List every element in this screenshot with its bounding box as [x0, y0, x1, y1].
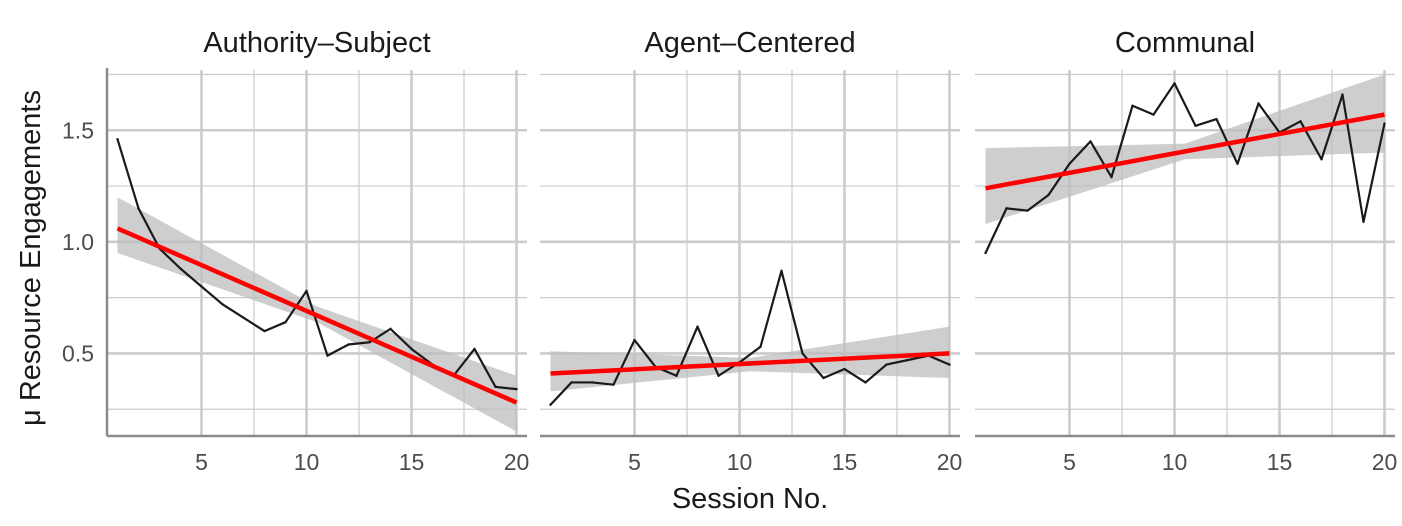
data-point — [1215, 117, 1218, 121]
data-point — [1068, 162, 1071, 165]
x-tick-label: 15 — [832, 449, 858, 475]
confidence-band — [550, 326, 950, 392]
data-point — [242, 316, 245, 319]
x-tick-label: 20 — [1372, 449, 1398, 475]
data-point — [473, 347, 476, 351]
data-point — [1341, 93, 1344, 96]
x-tick-label: 20 — [937, 449, 963, 475]
data-point — [137, 207, 140, 210]
y-axis-title: μ Resource Engagements — [15, 90, 47, 426]
data-point — [570, 381, 573, 384]
data-point — [1005, 207, 1008, 210]
data-point — [326, 354, 329, 357]
data-point — [801, 352, 804, 355]
data-point — [822, 376, 825, 380]
x-tick-label: 5 — [1063, 449, 1076, 475]
data-point — [221, 303, 224, 306]
x-tick-label: 10 — [294, 449, 320, 475]
data-point — [948, 363, 951, 366]
data-point — [1383, 122, 1386, 125]
x-tick-label: 15 — [1267, 449, 1293, 475]
data-point — [347, 343, 350, 346]
x-tick-label: 20 — [504, 449, 530, 475]
data-point — [1173, 82, 1176, 85]
data-point — [1089, 140, 1092, 143]
x-tick-label: 10 — [1162, 449, 1188, 475]
data-point — [179, 267, 182, 270]
series-line — [984, 82, 1386, 254]
data-point — [1131, 104, 1134, 107]
data-point — [1236, 162, 1239, 165]
data-point — [675, 374, 678, 377]
data-point — [549, 403, 552, 406]
series-line — [116, 138, 517, 391]
trend-line — [985, 112, 1385, 191]
data-point — [1320, 158, 1323, 161]
facet-title: Agent–Centered — [644, 27, 855, 59]
data-point — [1362, 220, 1365, 223]
y-tick-label: 1.0 — [62, 229, 94, 255]
facet-panel-3: Communal 5 10 15 20 — [975, 27, 1397, 475]
data-point — [116, 137, 119, 141]
data-point — [780, 269, 783, 273]
data-point — [1299, 120, 1302, 123]
facet-title: Authority–Subject — [203, 27, 430, 59]
series-line — [549, 269, 950, 406]
data-point — [612, 383, 615, 386]
data-point — [843, 367, 846, 371]
data-point — [591, 381, 594, 384]
data-point — [200, 285, 203, 288]
data-point — [1257, 102, 1260, 105]
trend-line — [116, 226, 518, 405]
data-point — [633, 338, 636, 342]
data-point — [906, 358, 909, 362]
data-point — [368, 341, 371, 344]
data-point — [1152, 113, 1155, 116]
data-point — [305, 289, 308, 293]
y-tick-label: 1.5 — [62, 117, 94, 143]
x-axis-title: Session No. — [672, 483, 828, 515]
data-point — [1047, 193, 1050, 197]
data-point — [263, 329, 266, 333]
x-tick-label: 15 — [399, 449, 425, 475]
data-point — [759, 345, 762, 348]
data-point — [389, 327, 392, 331]
data-point — [410, 347, 413, 351]
data-point — [864, 381, 867, 384]
facet-panel-2: Agent–Centered 5 10 15 20 — [540, 27, 962, 475]
data-point — [696, 325, 699, 328]
trend-line — [550, 351, 950, 376]
x-tick-label: 5 — [195, 449, 208, 475]
data-point — [984, 251, 987, 255]
x-tick-label: 5 — [628, 449, 641, 475]
data-point — [515, 387, 518, 391]
data-point — [717, 374, 720, 377]
facet-title: Communal — [1115, 27, 1255, 59]
facet-panels: Authority–Subject 5 10 15 20 Agent–Centered 5 1… — [62, 27, 1397, 475]
x-tick-label: 10 — [727, 449, 753, 475]
data-point — [885, 363, 888, 366]
facet-panel-1: Authority–Subject 5 10 15 20 — [105, 27, 530, 475]
data-point — [494, 385, 497, 389]
data-point — [1194, 124, 1197, 127]
y-tick-label: 0.5 — [62, 340, 94, 366]
data-point — [284, 320, 287, 324]
data-point — [1110, 175, 1113, 179]
data-point — [1026, 209, 1029, 212]
